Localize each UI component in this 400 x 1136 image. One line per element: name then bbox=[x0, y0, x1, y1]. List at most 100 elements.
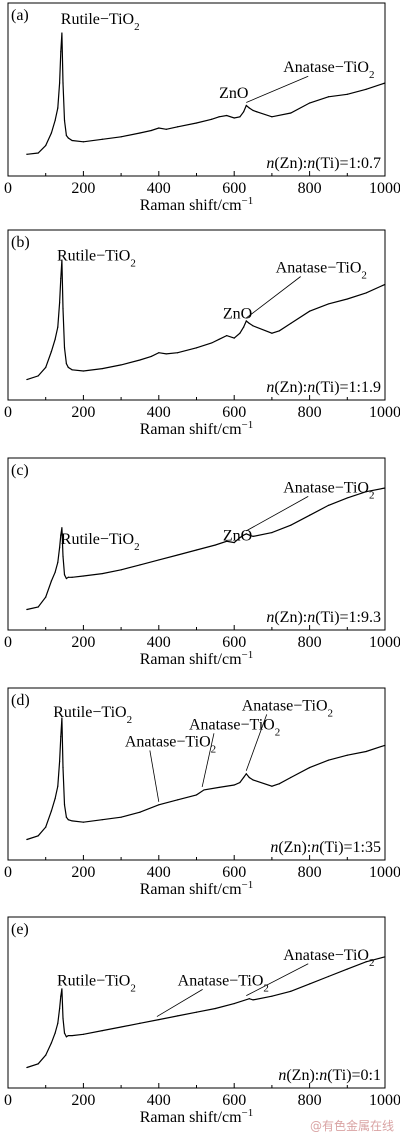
spectrum-point bbox=[82, 575, 84, 577]
spectrum-point bbox=[248, 322, 250, 325]
x-tick-label: 1000 bbox=[369, 1092, 400, 1109]
annotation-leader bbox=[246, 75, 309, 103]
spectrum-point bbox=[120, 569, 122, 571]
spectrum-point bbox=[150, 355, 152, 357]
spectrum-point bbox=[203, 789, 205, 791]
ratio-label: n(Zn):n(Ti)=1:9.3 bbox=[266, 609, 381, 626]
x-tick-label: 400 bbox=[147, 634, 171, 651]
spectrum-point bbox=[346, 93, 348, 95]
spectrum-point bbox=[71, 576, 73, 578]
spectrum-point bbox=[309, 514, 311, 516]
x-tick-label: 200 bbox=[71, 1092, 95, 1109]
spectrum-point bbox=[61, 988, 63, 990]
spectrum-point bbox=[139, 132, 141, 134]
annotation-anatase-515: Anatase−TiO2 bbox=[189, 716, 280, 738]
spectrum-point bbox=[60, 995, 62, 997]
spectrum-point bbox=[158, 127, 160, 129]
spectrum-point bbox=[218, 116, 220, 118]
spectrum-point bbox=[346, 754, 348, 756]
annotation-rutile: Rutile−TiO2 bbox=[57, 972, 136, 994]
spectrum-point bbox=[384, 82, 386, 84]
spectrum-point bbox=[26, 1066, 28, 1069]
spectrum-point bbox=[243, 111, 245, 113]
spectrum-point bbox=[60, 534, 62, 536]
spectrum-point bbox=[218, 786, 220, 789]
watermark: @有色金属在线 bbox=[309, 1119, 394, 1133]
spectrum-line bbox=[26, 487, 386, 611]
x-tick-label: 200 bbox=[71, 404, 95, 421]
spectrum-point bbox=[82, 370, 84, 372]
spectrum-point bbox=[37, 606, 39, 608]
spectrum-point bbox=[59, 1007, 61, 1010]
annotation-rutile: Rutile−TiO2 bbox=[61, 531, 140, 553]
spectrum-point bbox=[57, 561, 59, 564]
x-tick-label: 800 bbox=[298, 404, 322, 421]
annotation-anatase-1: Anatase−TiO2 bbox=[283, 479, 374, 501]
spectrum-point bbox=[65, 577, 68, 580]
spectrum-point bbox=[365, 961, 367, 963]
spectrum-point bbox=[120, 816, 122, 818]
annotation-leader bbox=[246, 276, 301, 319]
spectrum-point bbox=[271, 116, 273, 118]
spectrum-point bbox=[327, 504, 330, 506]
spectrum-point bbox=[82, 821, 84, 823]
panel-label: (d) bbox=[11, 692, 30, 709]
x-tick-label: 800 bbox=[298, 634, 322, 651]
spectrum-point bbox=[309, 310, 311, 312]
spectrum-point bbox=[248, 107, 250, 109]
chart-panel-c: 0 200 400 600 800 1000 Raman shift/cm−1 (c) n(Zn… bbox=[4, 457, 400, 668]
spectrum-point bbox=[271, 532, 273, 534]
spectrum-point bbox=[278, 783, 281, 785]
spectrum-point bbox=[50, 580, 52, 582]
spectrum-point bbox=[67, 137, 69, 139]
annotation-leader bbox=[246, 496, 309, 532]
spectrum-point bbox=[165, 353, 167, 355]
spectrum-point bbox=[50, 1042, 52, 1044]
spectrum-point bbox=[62, 82, 64, 84]
spectrum-point bbox=[252, 109, 254, 112]
panel-label: (c) bbox=[11, 462, 29, 479]
spectrum-point bbox=[158, 804, 160, 806]
annotation-zno: ZnO bbox=[223, 305, 252, 322]
spectrum-point bbox=[233, 337, 235, 339]
spectrum-point bbox=[327, 303, 330, 305]
annotation-leader bbox=[149, 750, 160, 802]
annotation-leader bbox=[156, 989, 203, 1017]
annotation-anatase-400: Anatase−TiO2 bbox=[125, 733, 216, 755]
spectrum-point bbox=[50, 350, 52, 353]
spectrum-point bbox=[62, 308, 64, 310]
spectrum-point bbox=[71, 139, 73, 142]
spectrum-point bbox=[139, 359, 141, 361]
spectrum-point bbox=[120, 1026, 122, 1028]
spectrum-point bbox=[365, 491, 367, 493]
plot-frame bbox=[7, 2, 386, 177]
annotation-zno: ZnO bbox=[223, 528, 252, 545]
ratio-label: n(Zn):n(Ti)=1:1.9 bbox=[266, 379, 381, 396]
spectrum-point bbox=[59, 82, 61, 84]
spectrum-point bbox=[120, 364, 122, 366]
annotation-rutile: Rutile−TiO2 bbox=[61, 11, 140, 33]
annotation-leader bbox=[201, 733, 215, 788]
spectrum-point bbox=[177, 799, 179, 801]
panel-label: (b) bbox=[11, 234, 30, 251]
spectrum-point bbox=[60, 277, 62, 279]
spectrum-point bbox=[63, 1032, 66, 1034]
spectrum-point bbox=[158, 352, 160, 354]
spectrum-point bbox=[63, 347, 66, 349]
spectrum-point bbox=[252, 999, 254, 1001]
annotation-zno: ZnO bbox=[219, 85, 248, 102]
spectrum-point bbox=[365, 750, 367, 753]
spectrum-point bbox=[252, 779, 254, 781]
spectrum-point bbox=[54, 798, 56, 800]
spectrum-point bbox=[101, 138, 103, 140]
annotation-anatase-400: Anatase−TiO2 bbox=[178, 972, 269, 994]
x-tick-label: 800 bbox=[298, 864, 322, 881]
spectrum-point bbox=[290, 776, 292, 779]
x-tick-label: 200 bbox=[71, 180, 95, 197]
spectrum-point bbox=[195, 1011, 198, 1013]
spectrum-point bbox=[54, 119, 56, 122]
x-tick-label: 400 bbox=[147, 864, 171, 881]
annotation-leader bbox=[246, 963, 309, 997]
annotation-anatase-1: Anatase−TiO2 bbox=[283, 59, 374, 81]
